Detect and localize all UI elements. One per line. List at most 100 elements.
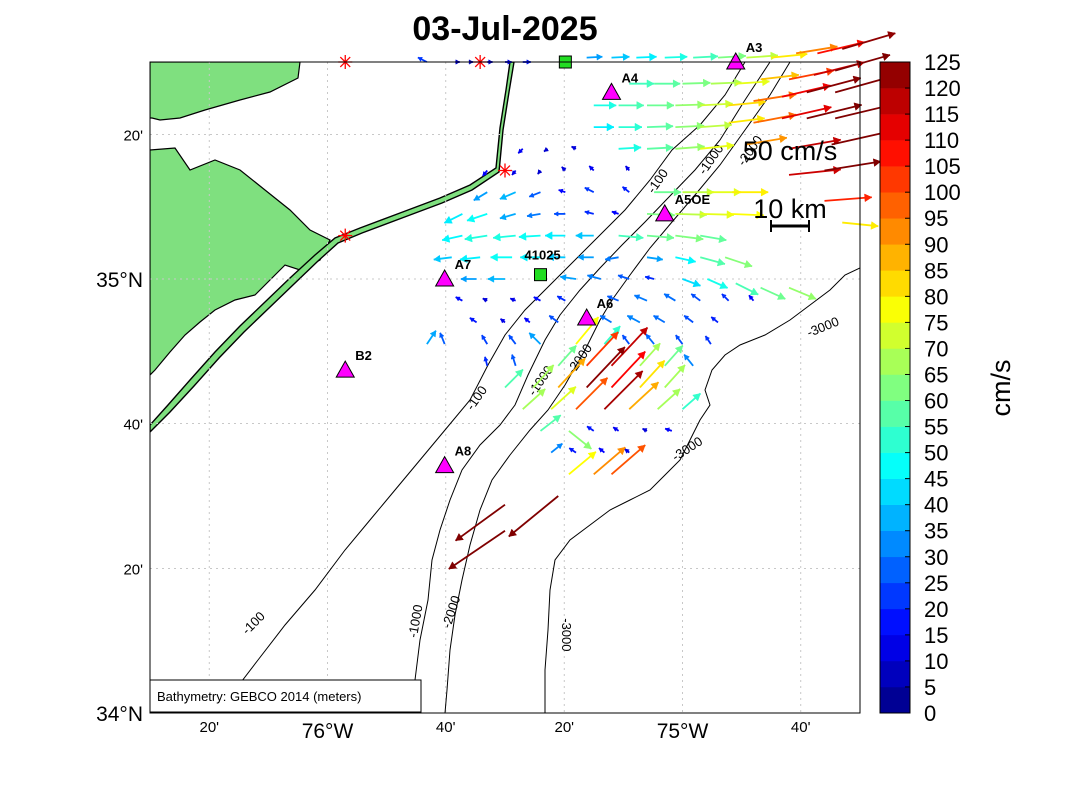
current-vector bbox=[728, 210, 765, 220]
current-vector bbox=[469, 317, 478, 324]
current-vector bbox=[681, 392, 702, 410]
vector-head bbox=[571, 146, 577, 151]
vector-head bbox=[508, 528, 518, 537]
vector-shaft bbox=[781, 106, 832, 120]
vector-head bbox=[610, 331, 619, 341]
contour-100m bbox=[214, 62, 746, 713]
vector-head bbox=[528, 192, 535, 198]
current-vector bbox=[604, 255, 619, 262]
current-vector bbox=[509, 297, 516, 303]
current-vector bbox=[700, 141, 735, 151]
current-vector bbox=[454, 503, 506, 542]
current-vector bbox=[644, 275, 655, 281]
vector-head bbox=[870, 221, 879, 230]
vector-head bbox=[761, 77, 771, 87]
current-vector bbox=[647, 101, 675, 110]
current-vector bbox=[646, 122, 674, 131]
vector-head bbox=[710, 316, 717, 322]
current-vector bbox=[586, 53, 603, 61]
vector-head bbox=[622, 334, 628, 341]
vector-head bbox=[652, 342, 661, 352]
current-vector bbox=[585, 346, 626, 389]
current-vector bbox=[546, 253, 566, 262]
colorbar-tick-label: 85 bbox=[924, 258, 948, 283]
current-vector bbox=[593, 101, 617, 110]
vector-shaft bbox=[841, 32, 896, 50]
triangle-marker bbox=[725, 51, 746, 70]
vector-head bbox=[881, 52, 891, 62]
vector-head bbox=[459, 254, 468, 263]
vector-head bbox=[726, 141, 735, 151]
site-marker: B2 bbox=[335, 348, 372, 378]
current-vector bbox=[664, 364, 686, 389]
vector-head bbox=[518, 232, 527, 241]
current-vector bbox=[653, 314, 666, 324]
current-vector bbox=[577, 253, 594, 261]
vector-head bbox=[441, 234, 451, 243]
vector-shaft bbox=[806, 104, 862, 120]
vector-head bbox=[487, 275, 495, 283]
current-vector bbox=[817, 39, 866, 55]
vector-head bbox=[519, 253, 528, 262]
current-vector bbox=[556, 295, 566, 302]
colorbar: 1251201151101051009590858075706560555045… bbox=[879, 50, 961, 726]
vector-head bbox=[508, 334, 514, 341]
colorbar-tick-label: 100 bbox=[924, 180, 961, 205]
vector-head bbox=[716, 258, 726, 267]
vector-shaft bbox=[788, 168, 841, 176]
vector-head bbox=[489, 253, 498, 262]
current-vector bbox=[618, 143, 642, 153]
vector-head bbox=[724, 121, 733, 130]
current-vector bbox=[482, 297, 488, 303]
site-label: A6 bbox=[597, 296, 614, 311]
vector-head bbox=[588, 165, 595, 171]
current-vector bbox=[646, 143, 674, 153]
colorbar-tick-label: 65 bbox=[924, 362, 948, 387]
current-vector bbox=[504, 368, 524, 389]
current-vector bbox=[543, 146, 549, 153]
vector-head bbox=[625, 165, 631, 171]
vector-head bbox=[646, 79, 655, 88]
colorbar-bin bbox=[880, 400, 910, 427]
vector-head bbox=[443, 215, 453, 224]
current-vector bbox=[473, 191, 488, 202]
current-vector bbox=[557, 357, 586, 389]
vector-head bbox=[626, 315, 634, 321]
current-vector bbox=[539, 414, 562, 432]
lon-tick-label: 20' bbox=[200, 719, 220, 736]
vector-head bbox=[634, 370, 644, 380]
vector-head bbox=[779, 134, 788, 144]
vector-head bbox=[553, 211, 559, 217]
current-vector bbox=[834, 52, 891, 72]
current-vector bbox=[657, 388, 681, 410]
current-vector bbox=[606, 295, 619, 302]
current-vector bbox=[717, 52, 747, 61]
vector-head bbox=[499, 193, 508, 200]
vector-head bbox=[642, 428, 648, 433]
current-vector bbox=[433, 254, 452, 263]
colorbar-bin bbox=[880, 140, 910, 167]
lon-tick-label: 76°W bbox=[302, 720, 354, 743]
current-vector bbox=[654, 187, 682, 197]
current-vector bbox=[646, 232, 675, 242]
vector-head bbox=[679, 52, 688, 62]
colorbar-tick-label: 35 bbox=[924, 519, 948, 544]
current-vector bbox=[824, 158, 882, 172]
vector-head bbox=[429, 330, 437, 338]
vector-head bbox=[492, 232, 501, 242]
current-vector bbox=[508, 495, 559, 538]
colorbar-tick-label: 55 bbox=[924, 415, 948, 440]
vector-head bbox=[584, 210, 590, 216]
hf-station-marker bbox=[338, 228, 353, 243]
current-vector bbox=[654, 79, 681, 88]
lat-tick-label: 40' bbox=[123, 417, 143, 434]
current-vector bbox=[558, 188, 566, 194]
colorbar-tick-label: 90 bbox=[924, 232, 948, 257]
vector-head bbox=[545, 364, 554, 374]
vector-head bbox=[577, 357, 586, 367]
vector-head bbox=[482, 170, 488, 177]
vector-head bbox=[552, 414, 562, 423]
contour-2000m bbox=[444, 62, 791, 713]
vector-head bbox=[666, 232, 675, 242]
triangle-marker bbox=[654, 203, 675, 222]
